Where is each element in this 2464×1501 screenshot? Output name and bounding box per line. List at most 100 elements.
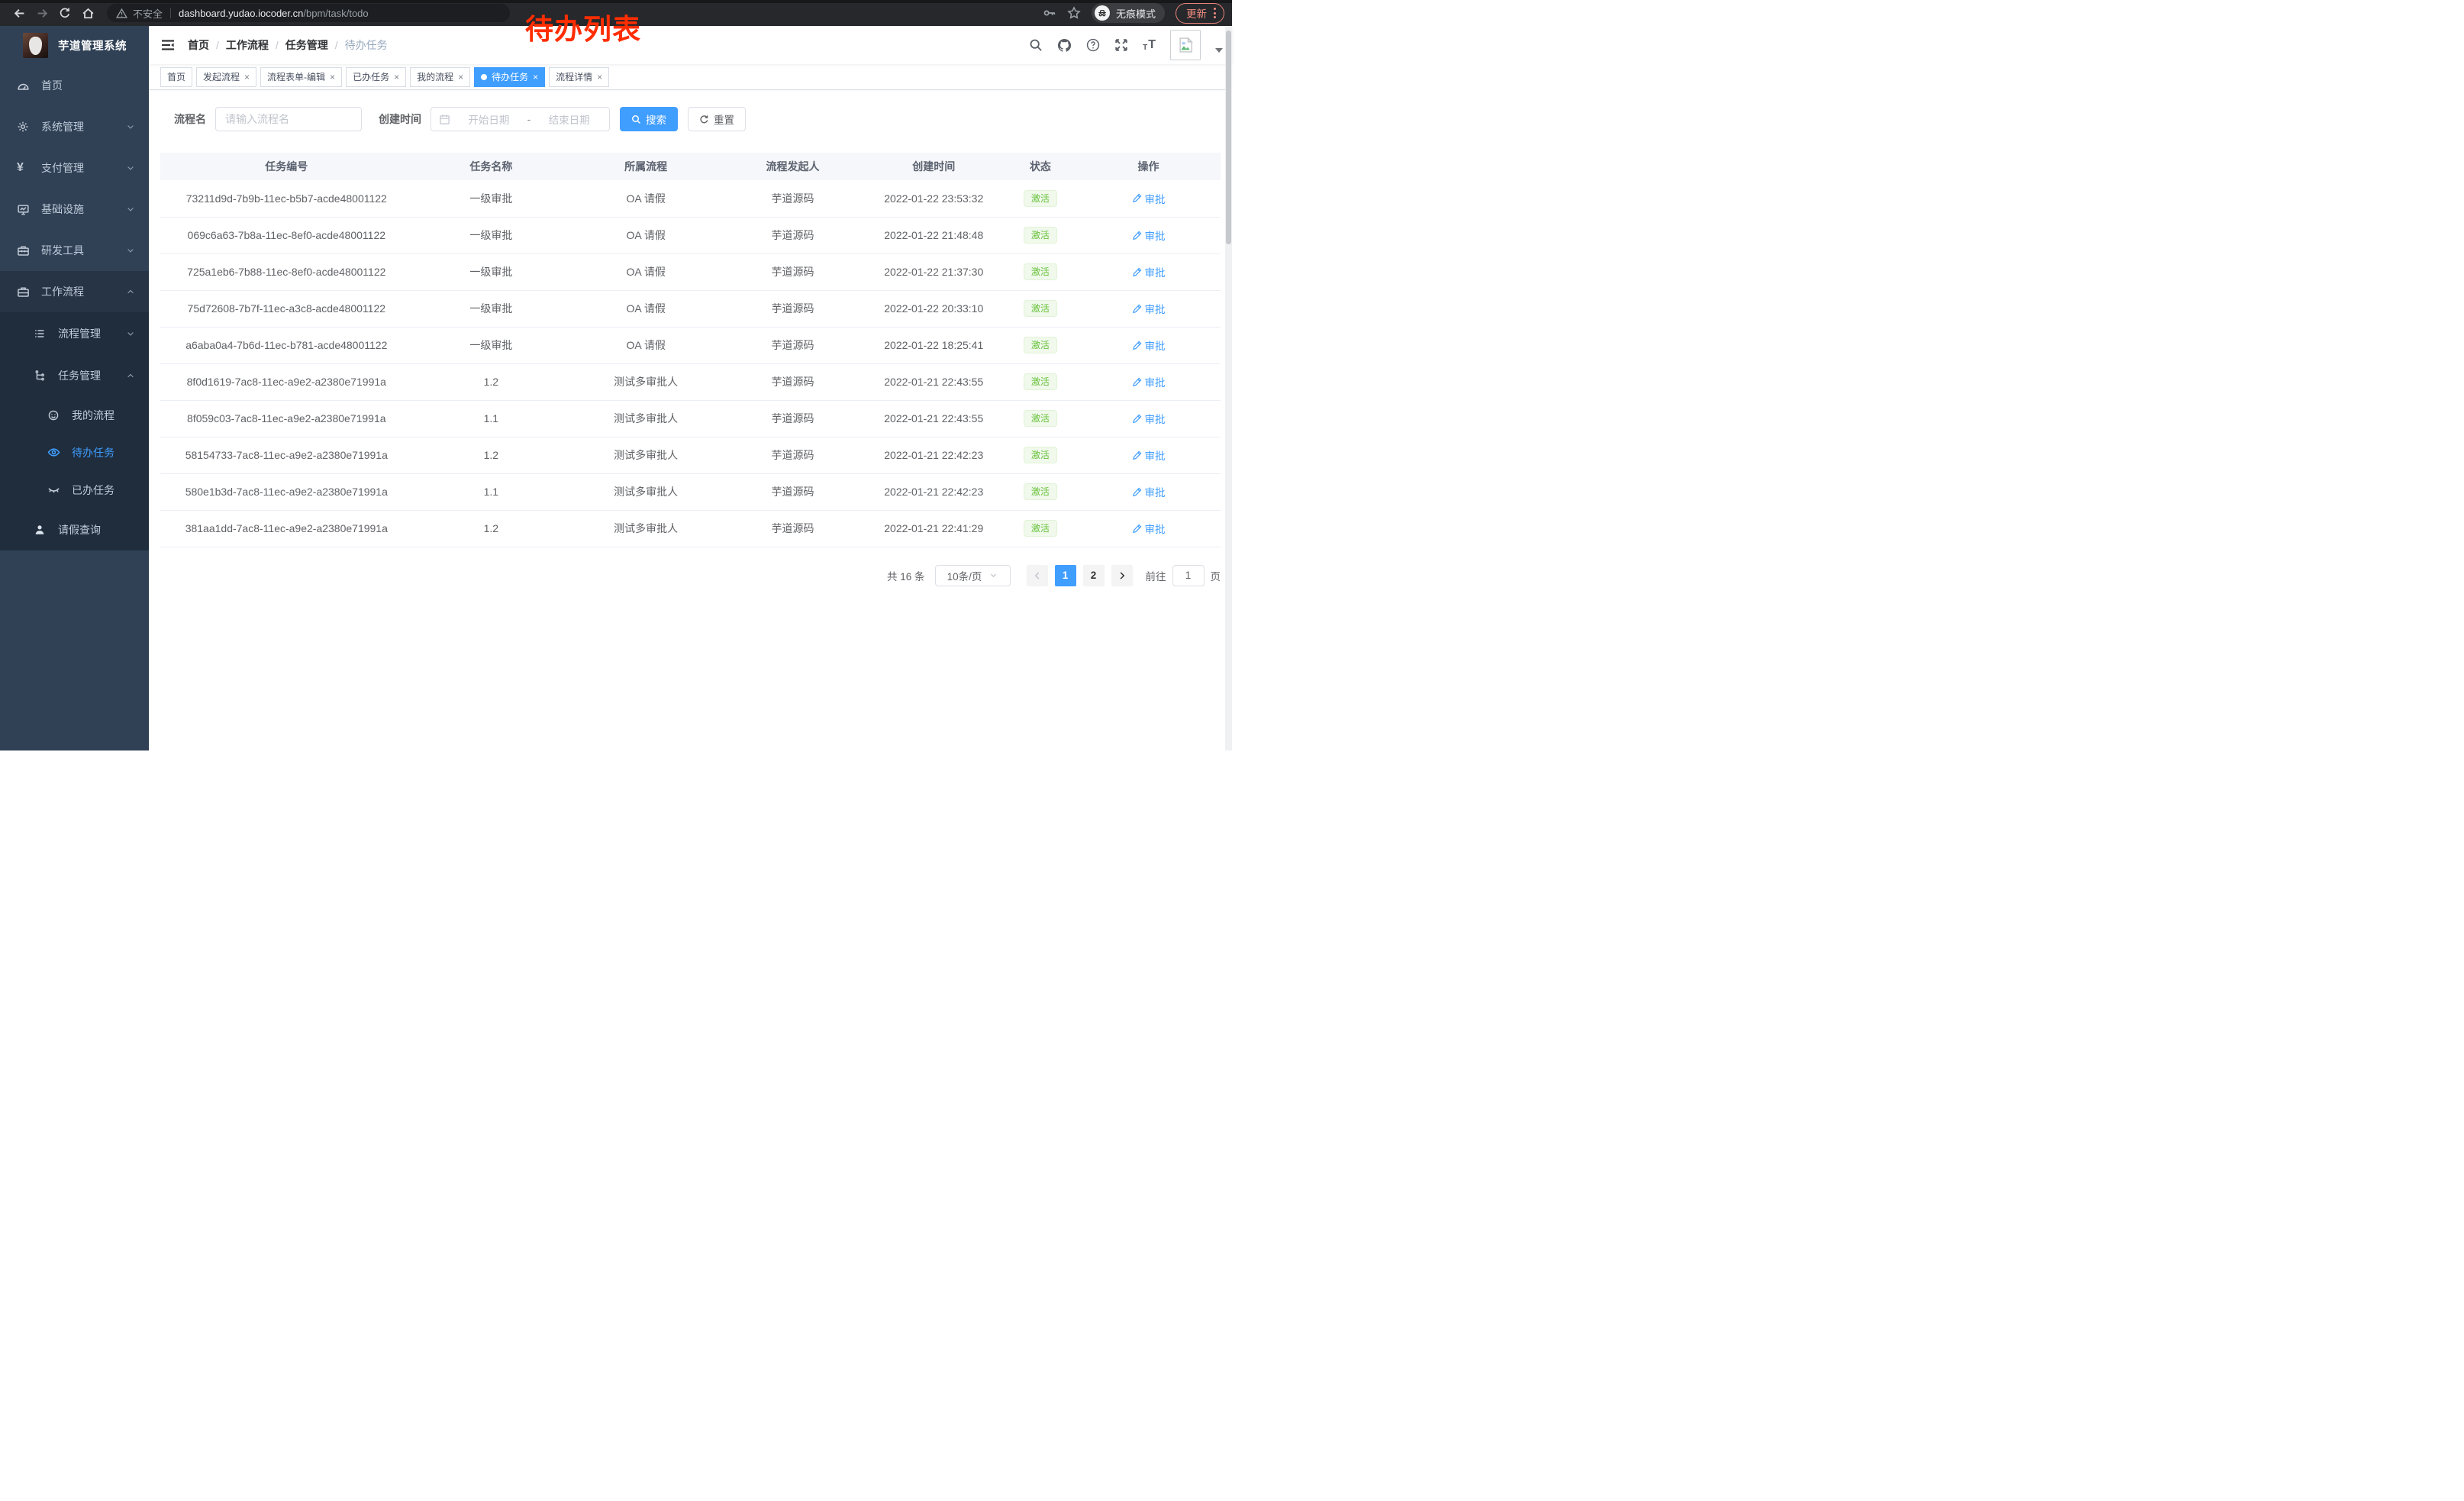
scrollbar-thumb[interactable] [1226,31,1231,244]
col-task-id: 任务编号 [160,153,413,180]
task-name-cell: 1.2 [412,510,570,547]
tab-todo-tasks[interactable]: 待办任务 × [474,66,546,87]
sidebar-item-my-process[interactable]: 我的流程 [0,396,149,434]
approve-button[interactable]: 审批 [1132,228,1166,243]
approve-button[interactable]: 审批 [1132,264,1166,279]
close-icon[interactable]: × [330,71,336,82]
col-status: 状态 [1004,153,1077,180]
help-icon[interactable] [1086,38,1100,52]
action-cell: 审批 [1076,400,1221,437]
task-name-cell: 1.1 [412,400,570,437]
sidebar-item-home[interactable]: 首页 [0,65,149,106]
table-row: 8f059c03-7ac8-11ec-a9e2-a2380e71991a 1.1… [160,400,1221,437]
browser-menu-icon[interactable] [1214,8,1216,18]
sidebar-item-devtools[interactable]: 研发工具 [0,230,149,271]
browser-update-button[interactable]: 更新 [1176,2,1224,24]
sidebar-item-task-mgmt[interactable]: 任务管理 [0,354,149,396]
prev-page-button[interactable] [1026,564,1048,586]
task-id-cell: 73211d9d-7b9b-11ec-b5b7-acde48001122 [160,180,413,218]
approve-button[interactable]: 审批 [1132,521,1166,536]
scrollbar[interactable] [1225,26,1232,750]
goto-page-input[interactable] [1172,564,1205,586]
search-icon[interactable] [1029,38,1043,52]
sidebar-logo[interactable]: 芋道管理系统 [0,26,149,65]
sidebar-item-label: 流程管理 [58,327,101,340]
status-cell: 激活 [1004,253,1077,291]
close-icon[interactable]: × [597,71,603,82]
close-icon[interactable]: × [244,71,250,82]
tab-form-edit[interactable]: 流程表单-编辑 × [260,66,343,87]
status-badge: 激活 [1023,337,1057,353]
approve-button[interactable]: 审批 [1132,484,1166,499]
dashboard-icon [17,79,30,92]
breadcrumb-task-mgmt[interactable]: 任务管理 [285,39,328,51]
address-bar[interactable]: 不安全 dashboard.yudao.iocoder.cn/bpm/task/… [107,4,510,22]
close-icon[interactable]: × [394,71,400,82]
tab-process-detail[interactable]: 流程详情 × [549,66,610,87]
table-row: 069c6a63-7b8a-11ec-8ef0-acde48001122 一级审… [160,217,1221,254]
process-cell: 测试多审批人 [569,400,723,437]
process-cell: OA 请假 [569,253,723,291]
browser-reload-icon[interactable] [53,2,76,24]
search-button[interactable]: 搜索 [620,107,678,131]
key-icon[interactable] [1043,6,1056,20]
tab-home[interactable]: 首页 [160,66,193,87]
github-icon[interactable] [1057,38,1072,53]
breadcrumb-workflow[interactable]: 工作流程 [225,39,269,51]
sidebar-item-process-mgmt[interactable]: 流程管理 [0,312,149,354]
sidebar-item-done-tasks[interactable]: 已办任务 [0,471,149,508]
status-badge: 激活 [1023,410,1057,427]
sidebar-item-leave-query[interactable]: 请假查询 [0,508,149,550]
table-header-row: 任务编号 任务名称 所属流程 流程发起人 创建时间 状态 操作 [160,153,1221,180]
task-id-cell: 069c6a63-7b8a-11ec-8ef0-acde48001122 [160,217,413,254]
page-size-select[interactable]: 10条/页 [934,564,1011,586]
tab-my-process[interactable]: 我的流程 × [410,66,471,87]
sidebar-item-label: 首页 [41,79,63,92]
incognito-icon [1094,5,1110,21]
sidebar-item-todo-tasks[interactable]: 待办任务 [0,434,149,471]
security-label[interactable]: 不安全 [133,8,163,20]
date-range-picker[interactable]: 开始日期 - 结束日期 [431,107,610,131]
avatar[interactable] [1170,30,1201,60]
sidebar-item-label: 系统管理 [41,121,84,133]
table-row: 73211d9d-7b9b-11ec-b5b7-acde48001122 一级审… [160,180,1221,218]
update-label[interactable]: 更新 [1186,8,1207,20]
reset-button[interactable]: 重置 [688,107,746,131]
avatar-caret-icon[interactable] [1215,48,1223,53]
close-icon[interactable]: × [458,71,464,82]
approve-button[interactable]: 审批 [1132,411,1166,426]
approve-button[interactable]: 审批 [1132,191,1166,206]
browser-back-icon[interactable] [8,2,31,24]
approve-button[interactable]: 审批 [1132,374,1166,389]
gear-icon [17,121,30,133]
next-page-button[interactable] [1111,564,1133,586]
monitor-icon [17,203,30,216]
browser-home-icon[interactable] [76,2,99,24]
approve-button[interactable]: 审批 [1132,447,1166,463]
approve-button[interactable]: 审批 [1132,337,1166,353]
breadcrumb-home[interactable]: 首页 [188,39,209,51]
sidebar-item-payment[interactable]: ¥ 支付管理 [0,147,149,189]
approve-button[interactable]: 审批 [1132,301,1166,316]
fullscreen-icon[interactable] [1114,38,1128,52]
process-name-input[interactable] [215,107,362,131]
sidebar-toggle-icon[interactable] [160,37,176,53]
face-icon [47,409,60,421]
bookmark-star-icon[interactable] [1067,6,1081,20]
create-time-label: 创建时间 [379,113,421,125]
status-cell: 激活 [1004,510,1077,547]
close-icon[interactable]: × [533,71,539,82]
browser-forward-icon[interactable] [31,2,53,24]
status-badge: 激活 [1023,263,1057,280]
page-2-button[interactable]: 2 [1082,564,1105,586]
initiator-cell: 芋道源码 [722,180,863,218]
pagination: 共 16 条 10条/页 1 2 前往 页 [160,564,1221,586]
sidebar-item-infra[interactable]: 基础设施 [0,189,149,230]
page-1-button[interactable]: 1 [1054,564,1076,586]
tab-start-process[interactable]: 发起流程 × [196,66,257,87]
sidebar-item-workflow[interactable]: 工作流程 [0,271,149,312]
sidebar-item-system[interactable]: 系统管理 [0,106,149,147]
action-cell: 审批 [1076,217,1221,254]
tab-done-tasks[interactable]: 已办任务 × [346,66,407,87]
